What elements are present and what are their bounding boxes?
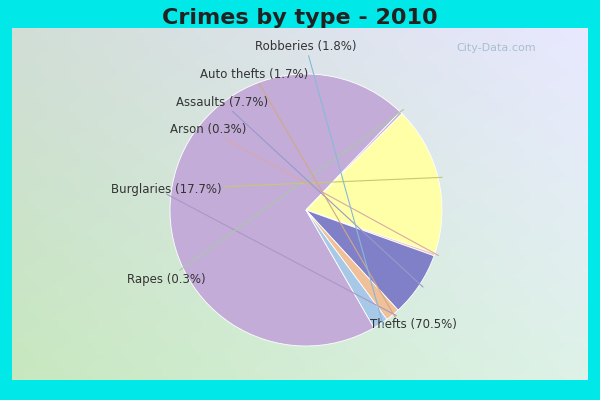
- Text: Crimes by type - 2010: Crimes by type - 2010: [162, 8, 438, 28]
- Wedge shape: [306, 210, 398, 319]
- Wedge shape: [170, 74, 400, 346]
- Text: Robberies (1.8%): Robberies (1.8%): [255, 40, 383, 327]
- Wedge shape: [306, 210, 434, 310]
- Text: Thefts (70.5%): Thefts (70.5%): [167, 194, 457, 331]
- Wedge shape: [306, 114, 442, 253]
- Text: Arson (0.3%): Arson (0.3%): [170, 124, 439, 256]
- Text: Burglaries (17.7%): Burglaries (17.7%): [112, 177, 442, 196]
- Text: Auto thefts (1.7%): Auto thefts (1.7%): [200, 68, 395, 318]
- Text: City-Data.com: City-Data.com: [456, 43, 536, 53]
- Wedge shape: [306, 112, 402, 210]
- Text: Assaults (7.7%): Assaults (7.7%): [176, 96, 423, 287]
- Wedge shape: [306, 210, 387, 328]
- Text: Rapes (0.3%): Rapes (0.3%): [127, 110, 404, 286]
- Wedge shape: [306, 210, 435, 256]
